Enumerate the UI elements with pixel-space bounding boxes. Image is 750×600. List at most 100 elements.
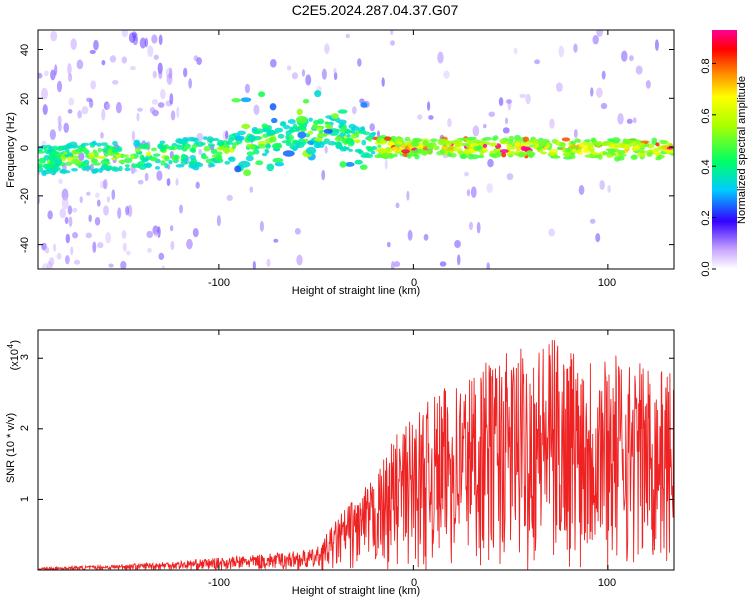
snr-multiplier-exp: 4	[6, 343, 15, 348]
spectral-cell	[186, 136, 196, 142]
bot-y-axis-label: SNR (10 * v/v)	[5, 413, 17, 483]
spectral-cell	[255, 128, 264, 134]
spectral-cell	[107, 149, 113, 153]
spectral-cell	[88, 152, 96, 159]
spectral-cell	[40, 145, 47, 150]
noise-speckle	[198, 148, 203, 156]
spectral-cell	[97, 147, 102, 153]
noise-speckle	[487, 158, 494, 168]
spectral-cell	[101, 148, 107, 152]
noise-speckle	[599, 180, 605, 190]
spectral-cell	[410, 141, 420, 147]
top-ytick-label: -20	[19, 188, 31, 204]
noise-speckle	[106, 196, 111, 203]
noise-speckle	[68, 97, 75, 106]
noise-speckle	[573, 128, 578, 138]
noise-speckle	[147, 45, 154, 58]
noise-speckle	[226, 194, 233, 202]
spectral-blob	[241, 123, 251, 130]
spectral-cell	[96, 155, 103, 159]
noise-speckle	[126, 250, 131, 256]
noise-speckle	[58, 178, 63, 185]
spectral-cell	[201, 155, 209, 160]
spectral-cell	[150, 157, 158, 162]
spectral-cell	[452, 147, 458, 152]
noise-speckle	[626, 118, 633, 124]
noise-speckle	[49, 129, 56, 141]
noise-speckle	[115, 101, 122, 114]
noise-speckle	[161, 265, 166, 269]
noise-speckle	[56, 80, 63, 93]
noise-speckle	[466, 189, 471, 197]
snr-frame	[37, 329, 675, 571]
spectral-cell	[482, 143, 488, 148]
noise-speckle	[324, 145, 328, 154]
spectral-cell	[59, 169, 68, 174]
noise-speckle	[296, 254, 303, 266]
spectral-cell	[142, 157, 149, 162]
spectral-cell	[74, 158, 80, 165]
spectral-cell	[115, 148, 123, 152]
spectral-cell	[265, 144, 271, 148]
spectral-cell	[451, 139, 460, 145]
noise-speckle	[153, 232, 160, 237]
noise-speckle	[617, 113, 624, 125]
spectral-cell	[499, 149, 509, 154]
spectral-cell	[597, 154, 603, 160]
spectral-cell	[492, 135, 499, 140]
noise-speckle	[417, 114, 423, 120]
spectral-cell	[189, 154, 197, 161]
spectral-cell	[138, 143, 148, 150]
page-title: C2E5.2024.287.04.37.G07	[291, 2, 459, 18]
spectral-cell	[300, 141, 307, 146]
spectral-cell	[130, 154, 135, 160]
noise-speckle	[89, 98, 94, 109]
noise-speckle	[301, 69, 306, 77]
noise-speckle	[151, 34, 158, 44]
spectral-blob	[305, 146, 317, 155]
noise-speckle	[259, 220, 264, 232]
noise-speckle	[476, 221, 481, 234]
spectral-cell	[526, 150, 534, 155]
spectral-cell	[381, 152, 390, 159]
spectral-cell	[91, 140, 97, 146]
spectral-blob	[274, 161, 285, 167]
spectral-cell	[308, 117, 313, 122]
noise-speckle	[333, 67, 337, 74]
spectral-cell	[666, 149, 674, 154]
spectral-blob	[354, 159, 363, 165]
spectral-cell	[379, 138, 385, 145]
spectral-cell	[384, 136, 392, 141]
noise-speckle	[53, 243, 57, 252]
noise-speckle	[549, 118, 555, 129]
noise-speckle	[67, 109, 73, 114]
spectral-cell	[164, 163, 169, 169]
noise-speckle	[454, 239, 461, 248]
spectral-blob	[271, 143, 283, 150]
spectral-cell	[469, 153, 475, 158]
spectral-cell	[618, 153, 627, 157]
noise-speckle	[244, 83, 251, 94]
spectral-cell	[620, 143, 626, 148]
spectral-cell	[151, 147, 157, 152]
noise-speckle	[470, 186, 477, 198]
noise-speckle	[44, 246, 50, 254]
spectral-cell	[110, 166, 118, 171]
spectral-cell	[367, 148, 373, 152]
noise-speckle	[50, 69, 56, 81]
spectral-cell	[307, 130, 314, 135]
spectral-cell	[414, 154, 420, 160]
spectral-cell	[404, 137, 411, 142]
noise-speckle	[488, 111, 496, 117]
spectral-cell	[191, 147, 196, 153]
noise-speckle	[67, 63, 72, 76]
spectral-cell	[631, 141, 637, 146]
spectral-cell	[576, 138, 581, 143]
noise-speckle	[43, 70, 49, 77]
noise-speckle	[504, 117, 509, 125]
spectral-cell	[551, 138, 558, 144]
noise-speckle	[146, 230, 154, 239]
spectral-cell	[361, 139, 367, 146]
spectral-cell	[441, 146, 448, 150]
